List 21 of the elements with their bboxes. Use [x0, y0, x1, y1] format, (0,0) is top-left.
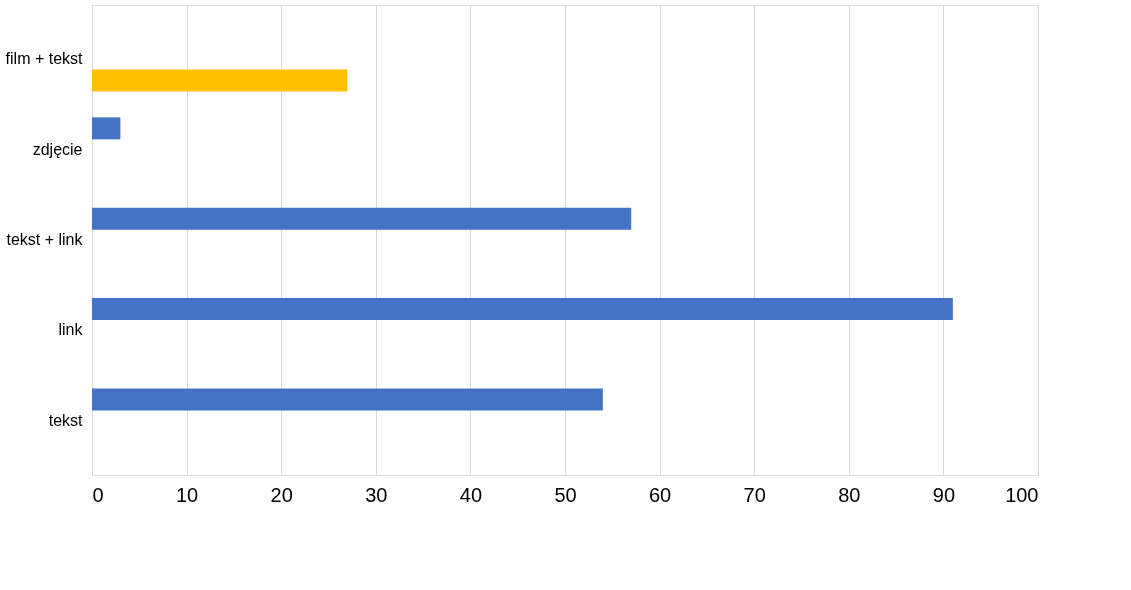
bar [92, 298, 953, 321]
x-tick-label: 60 [648, 483, 672, 506]
bar [92, 388, 603, 411]
bar [92, 207, 632, 230]
x-tick-label: 50 [554, 483, 577, 506]
x-tick-label: 80 [838, 483, 861, 506]
x-tick-label: 100 [1005, 483, 1039, 506]
x-tick-label: 30 [365, 483, 388, 506]
y-tick-label: tekst + link [6, 231, 84, 248]
x-tick-label: 10 [175, 483, 199, 506]
y-tick-label: film + tekst [5, 50, 84, 68]
x-tick-label: 90 [932, 483, 956, 506]
x-tick-label: 0 [92, 483, 104, 506]
bar [92, 117, 121, 140]
y-tick-label: link [58, 321, 84, 339]
x-tick-label: 40 [459, 483, 483, 506]
y-tick-label: tekst [48, 411, 84, 429]
x-tick-label: 70 [743, 483, 766, 506]
bar [92, 69, 348, 92]
x-tick-label: 20 [270, 483, 293, 506]
y-tick-label: zdjęcie [32, 140, 83, 158]
